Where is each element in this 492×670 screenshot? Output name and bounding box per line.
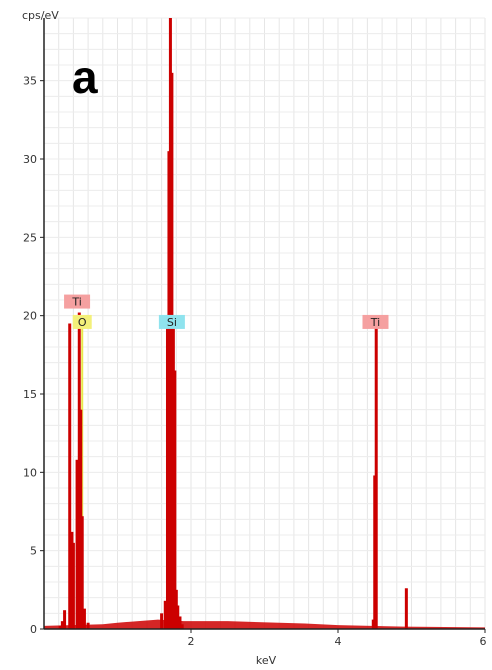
element-marker-label: Si — [167, 316, 177, 329]
y-tick-label: 5 — [30, 545, 37, 558]
spectrum-peak-bar — [176, 605, 180, 629]
spectrum-peak-bar — [58, 625, 62, 629]
spectrum-peak-bar — [60, 621, 64, 629]
spectrum-peak-bar — [404, 588, 408, 629]
y-tick-label: 0 — [30, 623, 37, 636]
element-marker-box — [64, 294, 91, 309]
plot-frame: Ti O Si Ti 0 5 10 15 20 25 30 35 2 4 6 — [23, 17, 487, 648]
y-tick-label: 35 — [23, 75, 37, 88]
element-markers: Ti O Si Ti — [64, 294, 389, 329]
x-tick-label: 2 — [188, 635, 195, 648]
y-tick-label: 10 — [23, 466, 37, 479]
spectrum-peak-bar — [178, 616, 182, 629]
spectrum-peak-bar — [173, 370, 177, 629]
x-axis-label: keV — [256, 654, 277, 667]
x-tick-label: 6 — [480, 635, 487, 648]
spectrum-peak-bar — [163, 600, 167, 629]
panel-label: a — [72, 51, 98, 103]
x-tick-label: 4 — [335, 635, 342, 648]
element-marker-box — [362, 314, 389, 329]
y-tick-label: 25 — [23, 231, 37, 244]
y-tick-label: 30 — [23, 153, 37, 166]
element-marker-label: Ti — [71, 296, 81, 309]
x-tick-labels: 2 4 6 — [188, 629, 487, 648]
spectrum-peak-bar — [374, 323, 378, 629]
spectrum-peak-bar — [160, 613, 164, 629]
spectrum-peak-bar — [86, 622, 90, 629]
element-marker-box — [158, 314, 185, 329]
spectrum-peak-bar — [80, 516, 84, 629]
spectrum-peak-bar — [68, 323, 72, 629]
element-marker-box — [72, 314, 92, 329]
y-tick-label: 20 — [23, 310, 37, 323]
spectrum-peak-bar — [82, 608, 86, 629]
spectrum-peak-bar — [75, 459, 79, 629]
spectrum-peak-bar — [71, 542, 75, 629]
y-tick-labels: 0 5 10 15 20 25 30 35 — [23, 75, 44, 636]
element-marker-label: O — [78, 316, 87, 329]
element-marker-label: Ti — [370, 316, 380, 329]
y-axis-label: cps/eV — [22, 9, 59, 22]
spectrum-peak-bar — [63, 610, 67, 629]
y-tick-label: 15 — [23, 388, 37, 401]
spectrum-peak-bar — [180, 624, 184, 629]
